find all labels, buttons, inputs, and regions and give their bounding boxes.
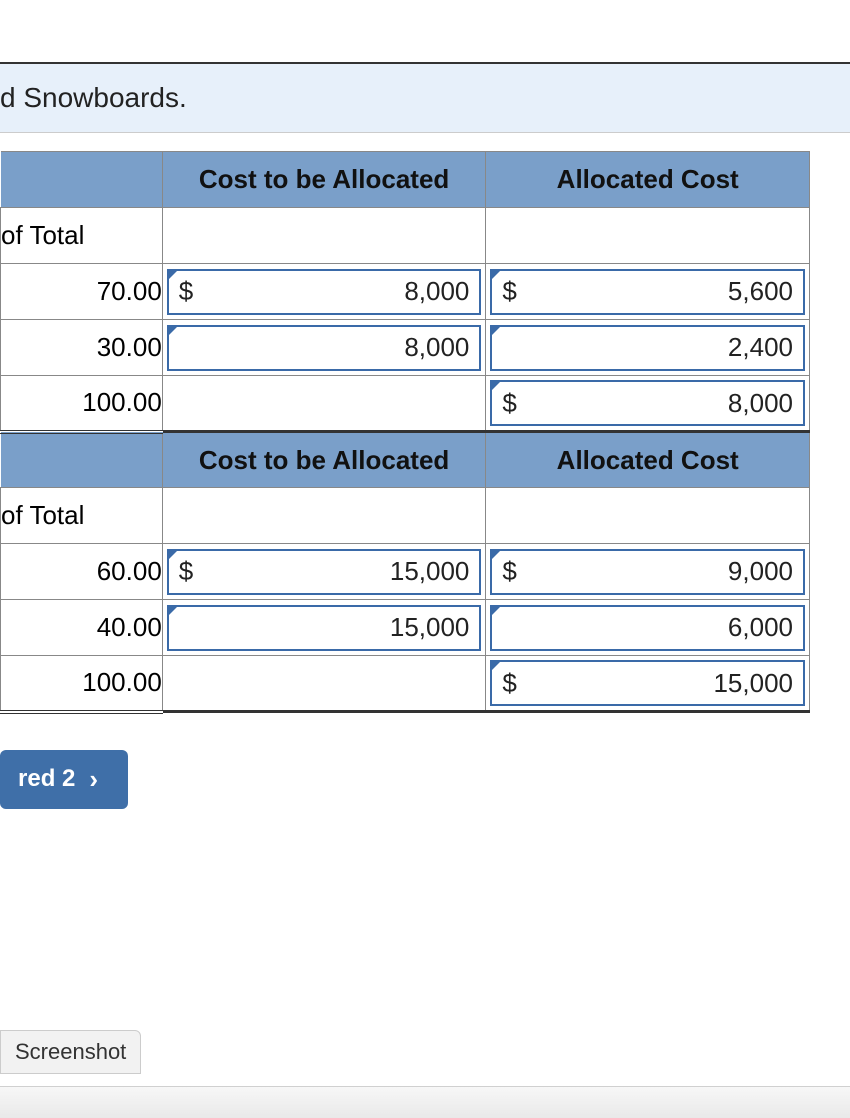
allocated-header: Allocated Cost (486, 432, 810, 488)
blank-header (1, 152, 163, 208)
dollar-sign: $ (502, 556, 516, 587)
screenshot-chip-label: Screenshot (15, 1039, 126, 1064)
pct-total: 100.00 (1, 376, 163, 432)
empty-cell (162, 208, 486, 264)
cost-cell[interactable]: 15,000 (162, 600, 486, 656)
cost-cell[interactable]: $ 8,000 (162, 264, 486, 320)
chevron-right-icon: › (89, 764, 98, 795)
empty-cell (162, 376, 486, 432)
dollar-sign: $ (179, 556, 193, 587)
dollar-sign: $ (502, 388, 516, 419)
cost-value: 15,000 (193, 556, 469, 587)
blank-header (1, 432, 163, 488)
alloc-cell[interactable]: $ 5,600 (486, 264, 810, 320)
pct-cell: 60.00 (1, 544, 163, 600)
pct-total: 100.00 (1, 656, 163, 712)
banner-text: d Snowboards. (0, 82, 187, 113)
cost-value: 8,000 (193, 276, 469, 307)
alloc-cell[interactable]: 2,400 (486, 320, 810, 376)
allocation-table: Cost to be Allocated Allocated Cost of T… (0, 151, 810, 714)
dollar-sign: $ (502, 668, 516, 699)
bottom-bar (0, 1086, 850, 1118)
pct-cell: 70.00 (1, 264, 163, 320)
empty-cell (486, 488, 810, 544)
instruction-banner: d Snowboards. (0, 64, 850, 133)
dollar-sign: $ (502, 276, 516, 307)
alloc-cell[interactable]: 6,000 (486, 600, 810, 656)
empty-cell (162, 656, 486, 712)
pct-cell: 30.00 (1, 320, 163, 376)
cost-header: Cost to be Allocated (162, 432, 486, 488)
cost-cell[interactable]: $ 15,000 (162, 544, 486, 600)
empty-cell (162, 488, 486, 544)
alloc-total-cell[interactable]: $ 15,000 (486, 656, 810, 712)
alloc-value: 5,600 (517, 276, 793, 307)
next-button[interactable]: red 2 › (0, 750, 128, 809)
alloc-value: 2,400 (502, 332, 793, 363)
alloc-total-cell[interactable]: $ 8,000 (486, 376, 810, 432)
alloc-total-value: 8,000 (517, 388, 793, 419)
cost-header: Cost to be Allocated (162, 152, 486, 208)
alloc-value: 6,000 (502, 612, 793, 643)
empty-cell (486, 208, 810, 264)
cost-value: 15,000 (179, 612, 470, 643)
pct-cell: 40.00 (1, 600, 163, 656)
of-total-label: of Total (1, 488, 163, 544)
alloc-cell[interactable]: $ 9,000 (486, 544, 810, 600)
screenshot-chip[interactable]: Screenshot (0, 1030, 141, 1074)
cost-value: 8,000 (179, 332, 470, 363)
allocated-header: Allocated Cost (486, 152, 810, 208)
of-total-label: of Total (1, 208, 163, 264)
dollar-sign: $ (179, 276, 193, 307)
next-button-label: red 2 (18, 765, 75, 793)
alloc-total-value: 15,000 (517, 668, 793, 699)
cost-cell[interactable]: 8,000 (162, 320, 486, 376)
alloc-value: 9,000 (517, 556, 793, 587)
